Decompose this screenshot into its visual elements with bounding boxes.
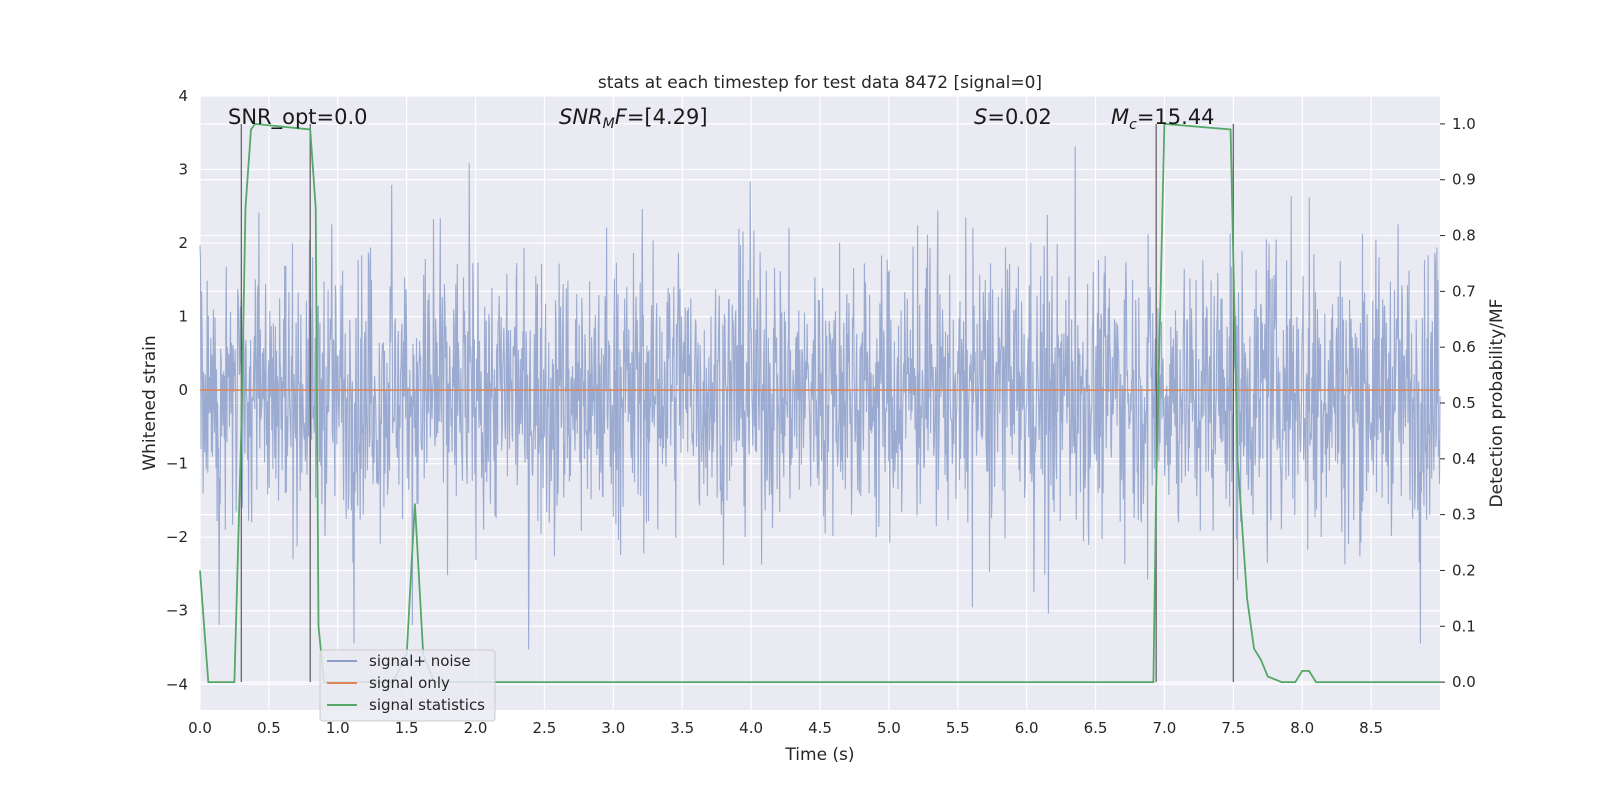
y-tick-label-right: 1.0 [1452, 115, 1476, 133]
y-tick-labels-right: 1.0 0.9 0.8 0.7 0.6 0.5 0.4 0.3 0.2 0.1 0.0 [1440, 115, 1476, 691]
annotation-snr-mf: SNRMF=[4.29] [559, 105, 708, 132]
y-axis-label-right: Detection probability/MF [1487, 299, 1507, 508]
y-tick-label-left: −2 [166, 528, 188, 546]
annotation-snr-mf-value: =[4.29] [627, 105, 708, 129]
y-tick-labels-left: 4 3 2 1 0 −1 −2 −3 −4 [166, 87, 188, 693]
x-tick-label: 7.0 [1153, 719, 1177, 737]
x-tick-label: 4.0 [739, 719, 763, 737]
x-tick-label: 7.5 [1221, 719, 1245, 737]
legend-label-signal-only: signal only [369, 674, 450, 692]
x-tick-label: 2.5 [533, 719, 557, 737]
x-tick-label: 1.0 [326, 719, 350, 737]
y-tick-label-left: 2 [178, 234, 188, 252]
y-tick-label-left: −1 [166, 455, 188, 473]
annotation-mc-value: =15.44 [1137, 105, 1215, 129]
y-axis-label-left: Whitened strain [140, 335, 160, 470]
annotation-snr-opt: SNR_opt=0.0 [228, 105, 368, 130]
annotation-mc: Mc=15.44 [1111, 105, 1215, 133]
x-tick-label: 3.0 [601, 719, 625, 737]
x-tick-label: 4.5 [808, 719, 832, 737]
y-tick-label-right: 0.4 [1452, 450, 1476, 468]
legend: signal+ noise signal only signal statist… [319, 649, 496, 722]
x-tick-label: 2.0 [464, 719, 488, 737]
series-signal-statistics-line [199, 122, 1440, 683]
y-tick-label-right: 0.6 [1452, 338, 1476, 356]
x-tick-label: 5.0 [877, 719, 901, 737]
y-tick-label-left: 4 [178, 87, 188, 105]
x-tick-label: 8.5 [1359, 719, 1383, 737]
y-tick-label-left: 1 [178, 308, 188, 326]
x-tick-label: 0.0 [188, 719, 212, 737]
annotation-s-value: =0.02 [987, 105, 1051, 129]
x-tick-labels: 0.0 0.5 1.0 1.5 2.0 2.5 3.0 3.5 4.0 4.5 5.0 5.5 6.0 6… [188, 719, 1383, 737]
y-tick-label-right: 0.3 [1452, 506, 1476, 524]
y-tick-label-left: −3 [166, 602, 188, 620]
x-tick-label: 1.5 [395, 719, 419, 737]
y-tick-label-right: 0.8 [1452, 227, 1476, 245]
x-tick-label: 0.5 [257, 719, 281, 737]
x-tick-label: 5.5 [946, 719, 970, 737]
y-tick-label-right: 0.1 [1452, 617, 1476, 635]
y-tick-label-right: 0.5 [1452, 394, 1476, 412]
y-tick-label-left: −4 [166, 675, 188, 693]
y-tick-label-left: 0 [178, 381, 188, 399]
legend-label-signal-plus-noise: signal+ noise [369, 652, 471, 670]
x-tick-label: 8.0 [1290, 719, 1314, 737]
chart-title: stats at each timestep for test data 847… [598, 73, 1042, 93]
x-tick-label: 6.5 [1084, 719, 1108, 737]
x-tick-label: 6.0 [1015, 719, 1039, 737]
y-tick-label-right: 0.9 [1452, 171, 1476, 189]
legend-label-signal-statistics: signal statistics [369, 696, 485, 714]
annotation-s: S=0.02 [974, 105, 1052, 129]
y-tick-label-right: 0.7 [1452, 282, 1476, 300]
y-tick-label-left: 3 [178, 161, 188, 179]
y-tick-label-right: 0.0 [1452, 673, 1476, 691]
y-tick-label-right: 0.2 [1452, 561, 1476, 579]
x-tick-label: 3.5 [670, 719, 694, 737]
x-axis-label: Time (s) [784, 745, 854, 765]
legend-box [319, 649, 496, 722]
